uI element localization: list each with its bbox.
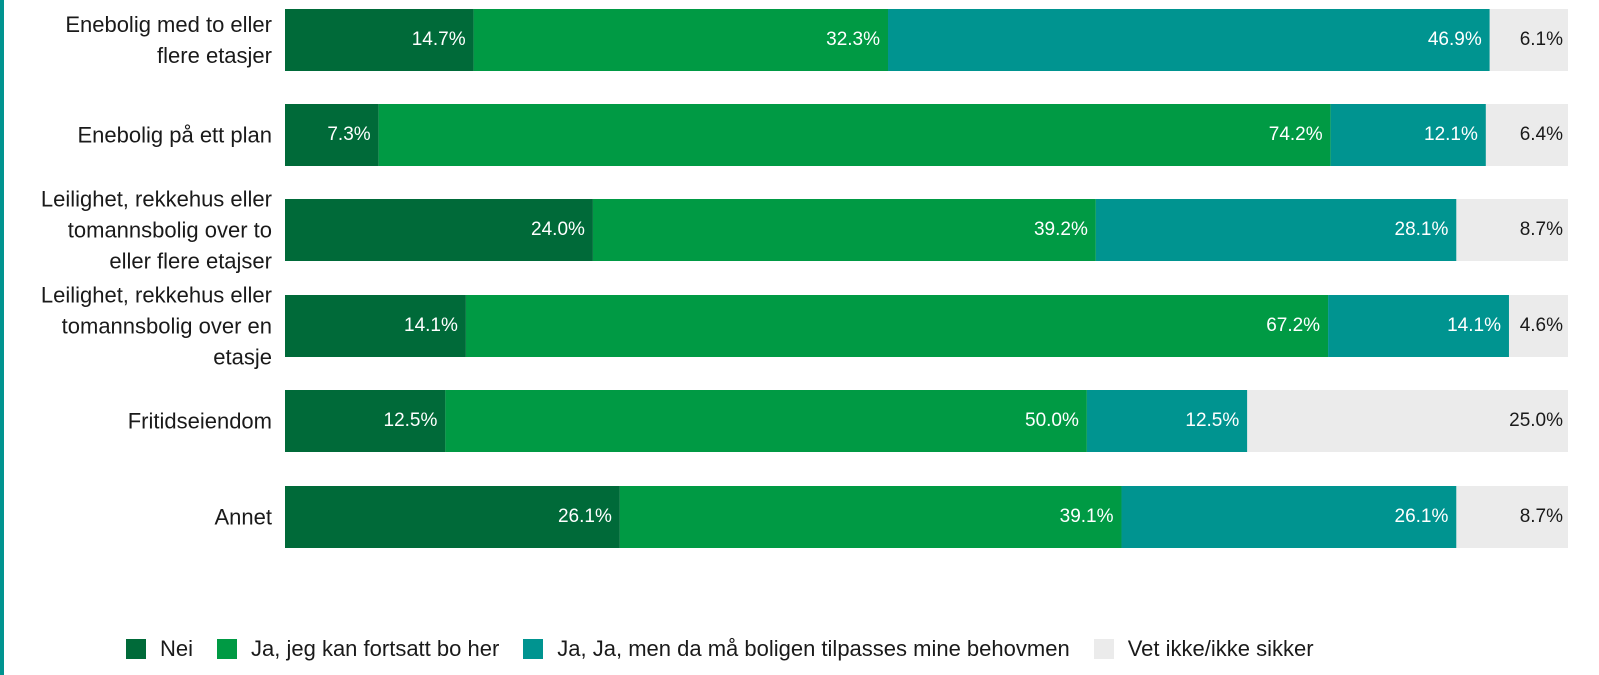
value-label: 74.2%	[1269, 124, 1323, 145]
bar-segment	[592, 199, 1096, 261]
value-label: 39.1%	[1060, 506, 1114, 527]
legend-label: Vet ikke/ikke sikker	[1127, 636, 1314, 661]
legend: Nei Ja, jeg kan fortsatt bo her Ja, Ja, me…	[126, 636, 1314, 662]
legend-swatch	[1093, 639, 1114, 659]
bar-segment	[1086, 390, 1248, 452]
value-label: 26.1%	[1395, 506, 1449, 527]
value-label: 12.5%	[384, 410, 438, 431]
category-label: Leilighet, rekkehus eller tomannsbolig o…	[40, 282, 272, 370]
legend-label: Ja, Ja, men da må boligen tilpasses mine…	[557, 636, 1070, 661]
bar-segment	[1456, 486, 1568, 548]
bar-segment	[285, 295, 466, 357]
value-label: 32.3%	[826, 29, 880, 50]
value-label: 50.0%	[1025, 410, 1079, 431]
bar-segment	[1330, 104, 1486, 166]
bar-segment	[1121, 486, 1457, 548]
value-label: 24.0%	[531, 219, 585, 240]
value-label: 39.2%	[1034, 219, 1088, 240]
legend-swatch	[126, 639, 146, 659]
value-label: 4.6%	[1520, 315, 1563, 336]
bar-segment	[378, 104, 1331, 166]
legend-swatch	[217, 639, 238, 659]
legend-label: Ja, jeg kan fortsatt bo her	[251, 636, 500, 661]
value-label: 6.4%	[1520, 124, 1563, 145]
category-label: Enebolig med to eller flere etasjer	[65, 12, 272, 68]
bar-segment	[619, 486, 1122, 548]
bar-segment	[1485, 104, 1568, 166]
bar-segment	[285, 104, 379, 166]
bar-segment	[465, 295, 1329, 357]
bar-segment	[285, 486, 620, 548]
value-label: 14.1%	[404, 315, 458, 336]
side-strip	[0, 0, 4, 675]
bar-segment	[888, 9, 1490, 71]
value-label: 25.0%	[1509, 410, 1563, 431]
legend-item: Ja, jeg kan fortsatt bo her	[217, 636, 499, 662]
bar-segment	[1095, 199, 1457, 261]
bar-segment	[473, 9, 889, 71]
bar-segment	[1489, 9, 1568, 71]
value-label: 6.1%	[1520, 29, 1563, 50]
value-label: 14.1%	[1447, 315, 1501, 336]
legend-swatch	[523, 639, 544, 659]
bar-segment	[445, 390, 1087, 452]
legend-item: Vet ikke/ikke sikker	[1093, 636, 1314, 662]
value-label: 46.9%	[1428, 29, 1482, 50]
value-label: 26.1%	[558, 506, 612, 527]
value-label: 28.1%	[1395, 219, 1449, 240]
bar-segment	[285, 199, 593, 261]
category-label: Leilighet, rekkehus eller tomannsbolig o…	[40, 186, 272, 274]
bar-segment	[1328, 295, 1509, 357]
bar-segment	[285, 390, 446, 452]
value-label: 14.7%	[412, 29, 466, 50]
legend-item: Ja, Ja, men da må boligen tilpasses mine…	[523, 636, 1070, 662]
category-label: Enebolig på ett plan	[77, 122, 273, 148]
bar-segment	[1456, 199, 1568, 261]
value-label: 8.7%	[1520, 219, 1563, 240]
value-label: 8.7%	[1520, 506, 1563, 527]
category-label: Fritidseiendom	[127, 408, 272, 434]
bar-segment	[1508, 295, 1568, 357]
bar-segment	[1247, 390, 1568, 452]
value-label: 12.5%	[1185, 410, 1239, 431]
value-label: 7.3%	[327, 124, 370, 145]
value-label: 67.2%	[1266, 315, 1320, 336]
bar-segment	[285, 9, 474, 71]
category-label: Annet	[214, 504, 273, 530]
legend-label: Nei	[160, 636, 194, 661]
value-label: 12.1%	[1424, 124, 1478, 145]
legend-item: Nei	[126, 636, 193, 662]
